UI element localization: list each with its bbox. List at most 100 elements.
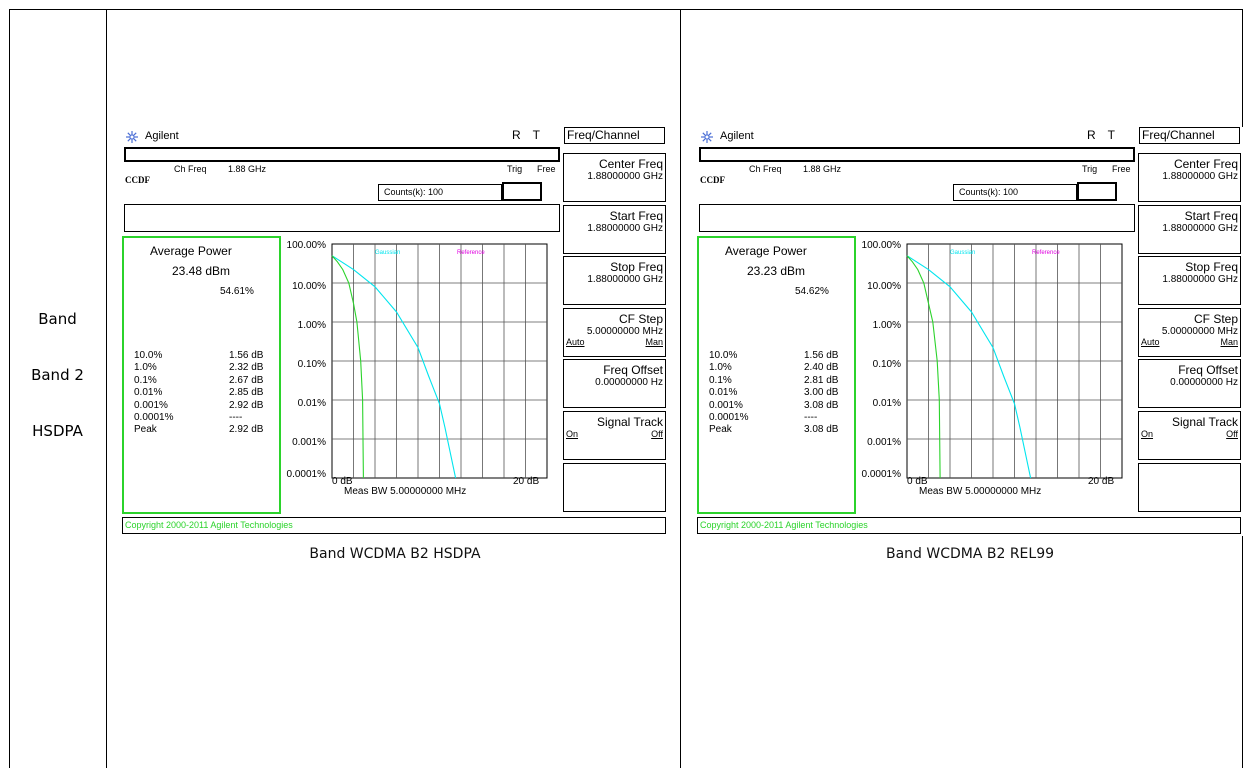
softkey-option-a[interactable]: On: [566, 429, 579, 439]
title-bar: [699, 147, 1135, 162]
stat-value: ----: [229, 411, 243, 423]
menu-title[interactable]: Freq/Channel: [564, 127, 665, 144]
average-power-label: Average Power: [725, 244, 807, 258]
stat-probability: 0.1%: [709, 374, 732, 386]
legend-reference: Reference: [1032, 250, 1060, 256]
y-tick-label: 1.00%: [872, 320, 901, 331]
y-tick-label: 0.01%: [297, 398, 326, 409]
softkey-blank[interactable]: [1138, 463, 1241, 512]
status-t: T: [1107, 128, 1116, 142]
stat-value: 2.92 dB: [229, 399, 264, 411]
ccdf-stat-row: 1.0% 2.32 dB: [134, 362, 264, 374]
trig-value: Free: [537, 164, 556, 174]
softkey-signal-track[interactable]: Signal Track On Off: [1138, 411, 1241, 460]
y-tick-label: 0.001%: [292, 437, 326, 448]
stat-value: 2.81 dB: [804, 374, 839, 386]
ch-freq-value: 1.88 GHz: [803, 164, 842, 174]
stat-probability: 0.01%: [709, 387, 738, 399]
softkey-label: Stop Freq: [610, 260, 663, 274]
softkey-option-a[interactable]: Auto: [566, 337, 585, 347]
ccdf-stat-row: 0.0001% ----: [134, 412, 264, 424]
average-power-percent: 54.62%: [795, 286, 829, 297]
y-tick-label: 0.10%: [297, 359, 326, 370]
x-axis-end-label: 20 dB: [1088, 476, 1115, 487]
stat-value: ----: [804, 411, 818, 423]
softkey-label: CF Step: [618, 312, 663, 326]
ccdf-stat-row: 0.1% 2.81 dB: [709, 375, 839, 387]
stat-probability: 10.0%: [709, 350, 738, 361]
softkey-signal-track[interactable]: Signal Track On Off: [563, 411, 666, 460]
softkey-cf-step[interactable]: CF Step 5.00000000 MHz Auto Man: [563, 308, 666, 357]
softkey-center-freq[interactable]: Center Freq 1.88000000 GHz: [1138, 153, 1241, 202]
stat-value: 1.56 dB: [229, 350, 264, 361]
y-tick-label: 0.001%: [867, 437, 901, 448]
x-axis-end-label: 20 dB: [513, 476, 540, 487]
average-power-panel: Average Power 23.23 dBm 54.62% 10.0% 1.56…: [697, 236, 856, 514]
stat-probability: 0.01%: [134, 387, 163, 399]
softkey-option-a[interactable]: On: [1141, 429, 1154, 439]
stat-value: 3.08 dB: [804, 399, 839, 411]
legend-gaussian: Gaussian: [950, 250, 975, 256]
brand-name: Agilent: [720, 130, 754, 142]
softkey-option-b[interactable]: Man: [645, 337, 663, 347]
average-power-panel: Average Power 23.48 dBm 54.61% 10.0% 1.56…: [122, 236, 281, 514]
softkey-stop-freq[interactable]: Stop Freq 1.88000000 GHz: [563, 256, 666, 305]
softkey-value: 1.88000000 GHz: [587, 171, 663, 182]
stat-probability: 10.0%: [134, 350, 163, 361]
status-t: T: [532, 128, 541, 142]
y-tick-label: 0.10%: [872, 359, 901, 370]
ccdf-stat-row: 10.0% 1.56 dB: [134, 350, 264, 362]
ccdf-stat-row: 1.0% 2.40 dB: [709, 362, 839, 374]
softkey-value: 1.88000000 GHz: [587, 223, 663, 234]
average-power-percent: 54.61%: [220, 286, 254, 297]
status-r: R: [512, 128, 521, 142]
trig-value: Free: [1112, 164, 1131, 174]
stat-value: 2.92 dB: [229, 424, 264, 436]
copyright-bar: Copyright 2000-2011 Agilent Technologies: [697, 517, 1241, 534]
y-tick-label: 100.00%: [861, 240, 901, 251]
softkey-blank[interactable]: [563, 463, 666, 512]
stat-probability: 0.0001%: [134, 411, 174, 423]
y-tick-label: 1.00%: [297, 320, 326, 331]
ccdf-stats: 10.0% 1.56 dB 1.0% 2.40 dB 0.1% 2.81 dB 0.01% 3…: [709, 350, 839, 437]
softkey-options: Auto Man: [1141, 337, 1238, 347]
softkey-label: Freq Offset: [603, 363, 663, 377]
softkey-freq-offset[interactable]: Freq Offset 0.00000000 Hz: [1138, 359, 1241, 408]
message-bar: [124, 204, 560, 232]
softkey-cf-step[interactable]: CF Step 5.00000000 MHz Auto Man: [1138, 308, 1241, 357]
softkey-freq-offset[interactable]: Freq Offset 0.00000000 Hz: [563, 359, 666, 408]
ch-freq-label: Ch Freq: [174, 164, 207, 174]
softkey-option-b[interactable]: Off: [1226, 429, 1238, 439]
ccdf-stat-row: 0.1% 2.67 dB: [134, 375, 264, 387]
stat-probability: 0.001%: [709, 399, 743, 411]
ccdf-stat-row: 0.0001% ----: [709, 412, 839, 424]
softkey-center-freq[interactable]: Center Freq 1.88000000 GHz: [563, 153, 666, 202]
trig-label: Trig: [1082, 164, 1098, 174]
menu-title[interactable]: Freq/Channel: [1139, 127, 1240, 144]
ccdf-stat-row: 0.01% 2.85 dB: [134, 387, 264, 399]
agilent-logo-icon: [126, 131, 138, 143]
softkey-start-freq[interactable]: Start Freq 1.88000000 GHz: [563, 205, 666, 254]
softkey-option-b[interactable]: Man: [1220, 337, 1238, 347]
stat-probability: 1.0%: [134, 362, 157, 374]
stat-probability: 0.001%: [134, 399, 168, 411]
gaussian-curve: [906, 255, 1032, 479]
row-label-technology: HSDPA: [32, 422, 83, 440]
y-tick-label: 0.01%: [872, 398, 901, 409]
ccdf-stat-row: 0.001% 3.08 dB: [709, 400, 839, 412]
softkey-label: Center Freq: [598, 157, 663, 171]
ccdf-stat-row: 0.01% 3.00 dB: [709, 387, 839, 399]
row-label-band-number: Band 2: [31, 366, 84, 384]
ccdf-plot: Gaussian Reference: [906, 243, 1123, 479]
stat-value: 3.00 dB: [804, 387, 839, 399]
stat-value: 2.40 dB: [804, 362, 839, 374]
softkey-option-b[interactable]: Off: [651, 429, 663, 439]
softkey-value: 1.88000000 GHz: [1162, 223, 1238, 234]
softkey-option-a[interactable]: Auto: [1141, 337, 1160, 347]
softkey-label: Freq Offset: [1178, 363, 1238, 377]
softkey-start-freq[interactable]: Start Freq 1.88000000 GHz: [1138, 205, 1241, 254]
y-tick-label: 10.00%: [292, 281, 326, 292]
softkey-stop-freq[interactable]: Stop Freq 1.88000000 GHz: [1138, 256, 1241, 305]
